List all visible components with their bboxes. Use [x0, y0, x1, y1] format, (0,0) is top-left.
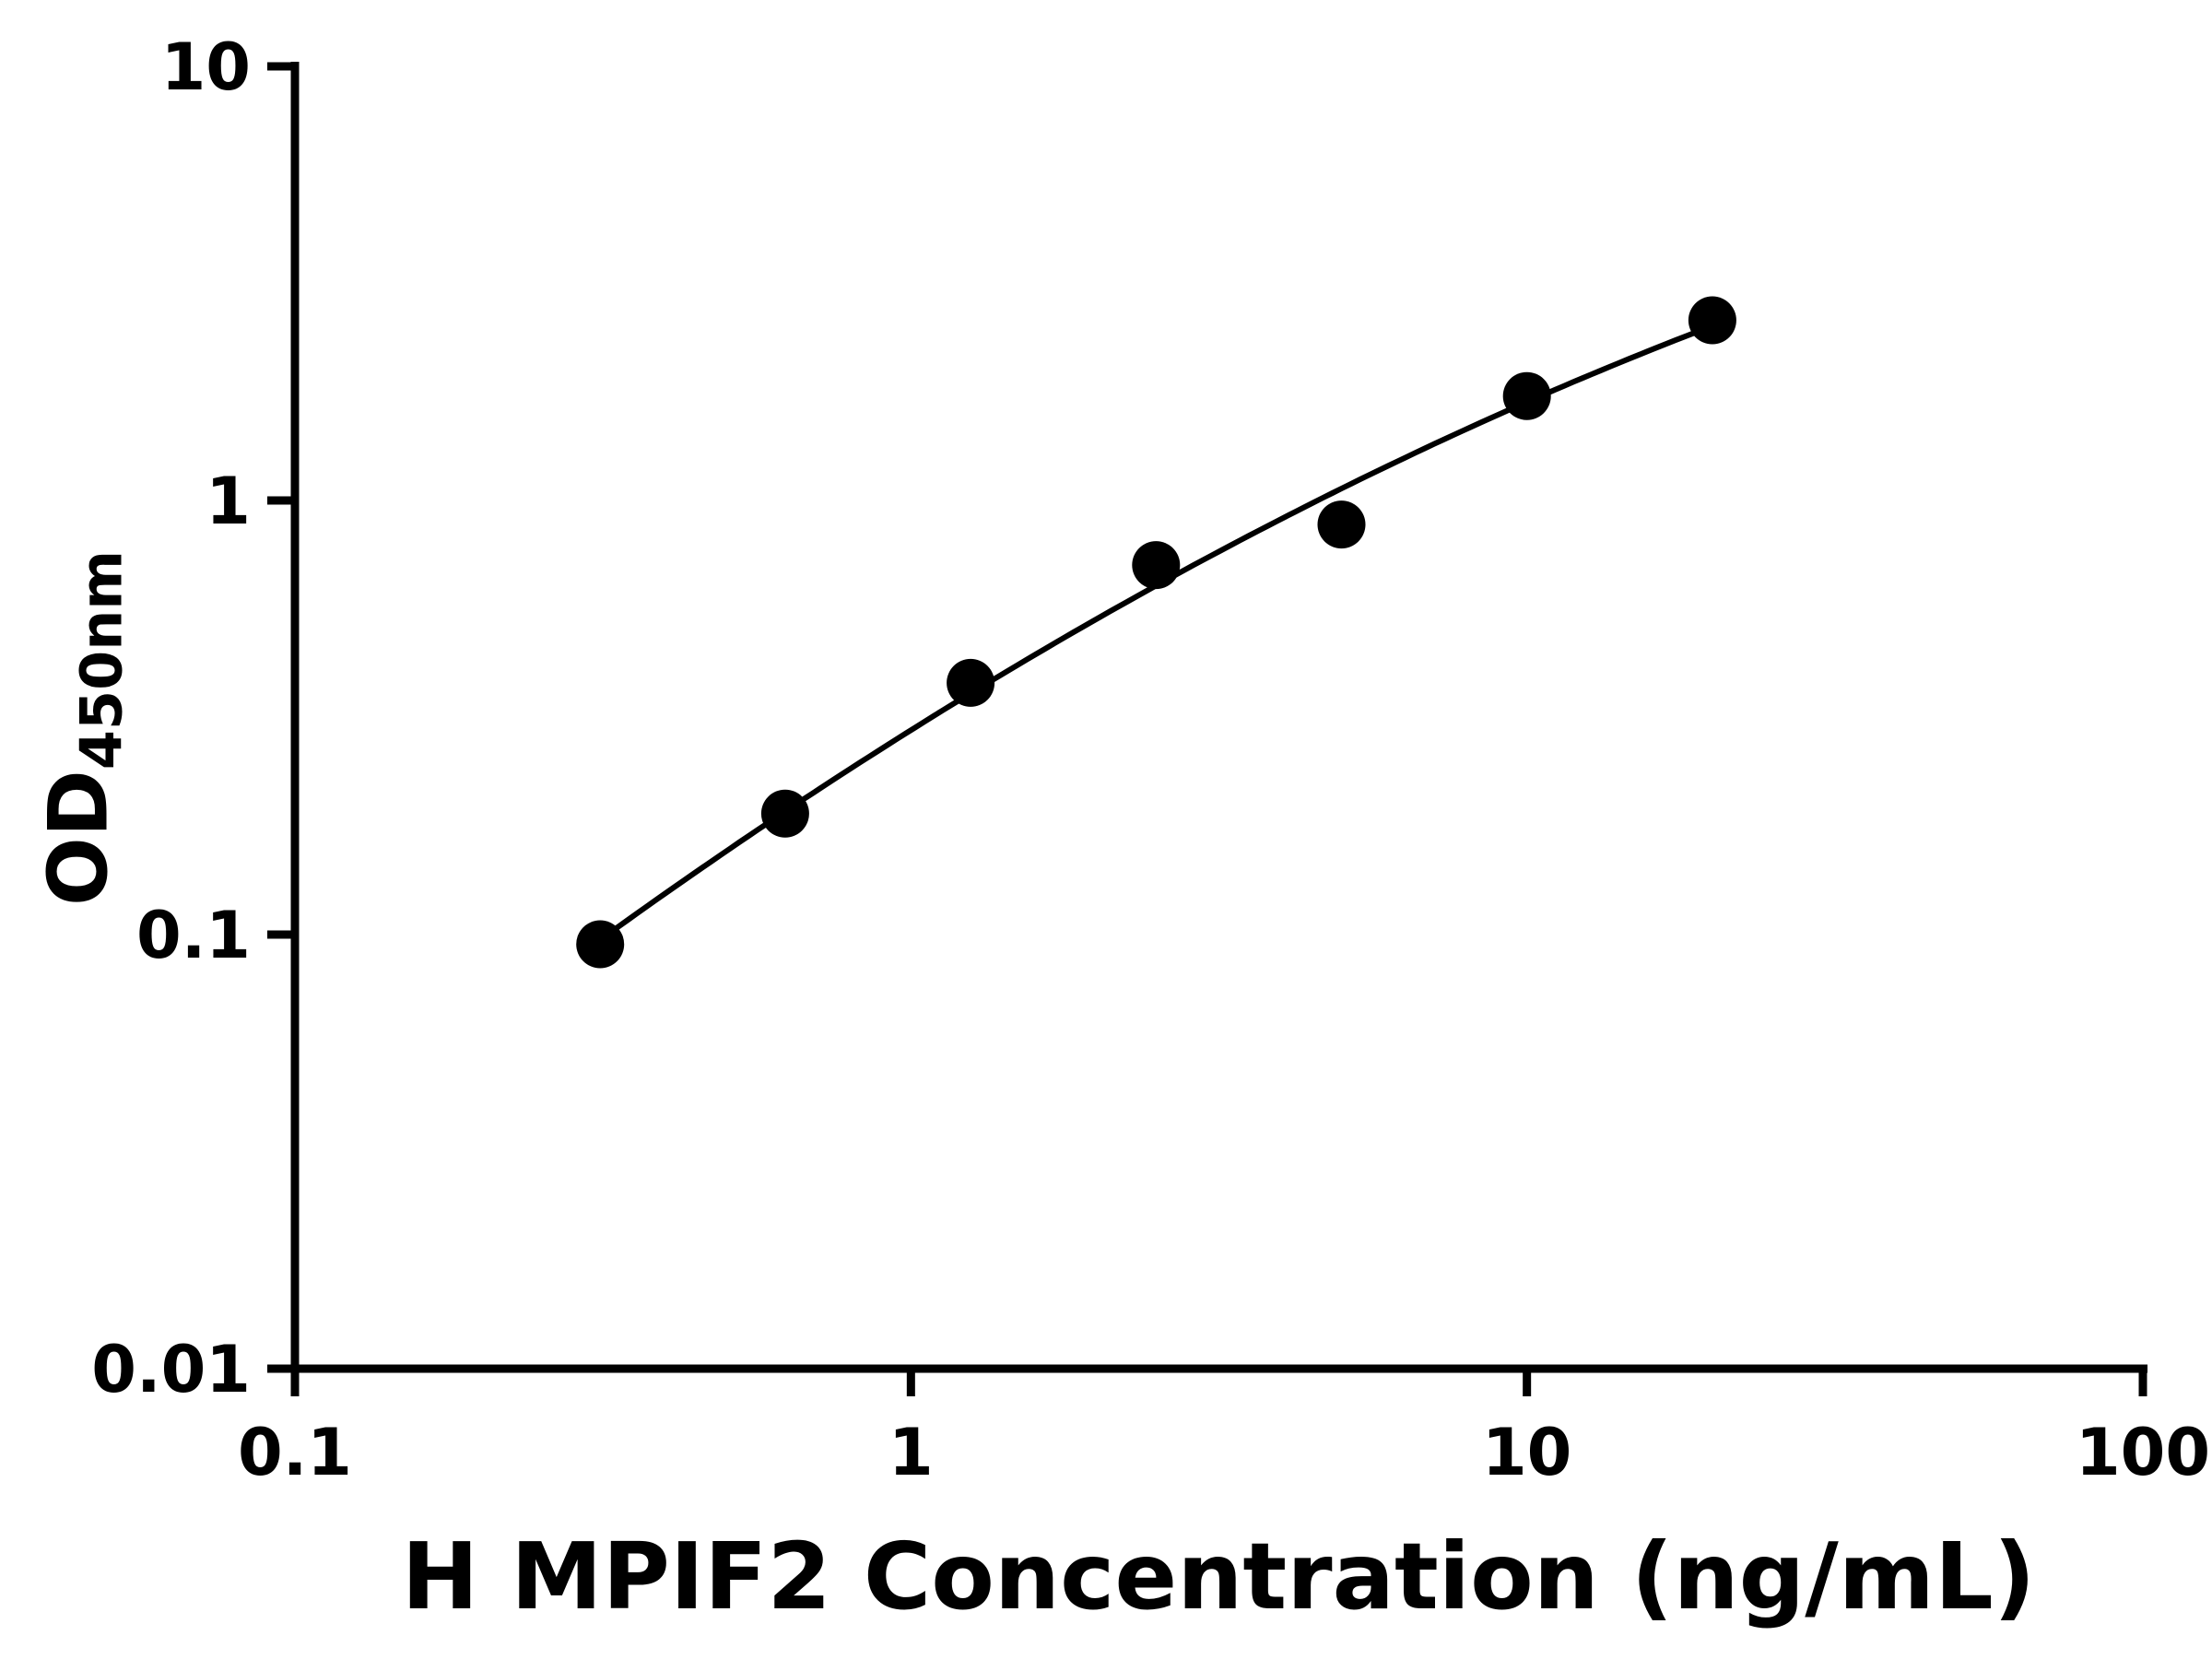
- y-axis-title-subscript: 450nm: [67, 549, 135, 771]
- x-tick-label: 100: [2076, 1415, 2210, 1490]
- data-point: [1502, 371, 1551, 420]
- y-tick-label: 10: [161, 29, 251, 105]
- y-axis-title: OD450nm: [30, 550, 135, 907]
- y-tick-label: 0.1: [136, 898, 251, 973]
- data-point: [576, 920, 625, 969]
- data-point: [947, 658, 995, 707]
- x-tick-label: 1: [888, 1415, 934, 1490]
- data-point: [1688, 296, 1736, 345]
- data-point: [1317, 500, 1366, 549]
- x-axis-title: H MPIF2 Concentration (ng/mL): [401, 1523, 2036, 1630]
- y-axis-title-main: OD: [30, 770, 126, 907]
- data-point: [760, 789, 809, 838]
- y-tick-label: 1: [206, 464, 251, 539]
- x-tick-label: 10: [1482, 1415, 1571, 1490]
- data-point: [1132, 541, 1181, 590]
- fit-curve: [598, 323, 1713, 943]
- x-tick-label: 0.1: [238, 1415, 352, 1490]
- y-tick-label: 0.01: [91, 1332, 251, 1407]
